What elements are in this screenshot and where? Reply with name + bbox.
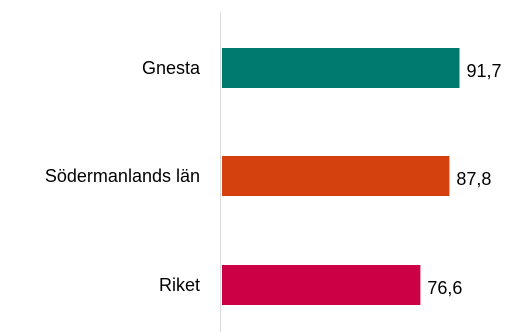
value-label: 87,8 (456, 169, 491, 189)
value-label: 76,6 (427, 278, 462, 298)
bar-riket (222, 265, 421, 305)
value-label: 91,7 (467, 61, 502, 81)
bars-group: Gnesta 91,7 Södermanlands län 87,8 Riket 76,6 (45, 48, 502, 305)
category-label: Gnesta (142, 58, 201, 78)
category-label: Riket (159, 275, 200, 295)
bar-gnesta (222, 48, 460, 88)
bar-s-dermanlands-l-n (222, 156, 450, 196)
category-label: Södermanlands län (45, 166, 200, 186)
